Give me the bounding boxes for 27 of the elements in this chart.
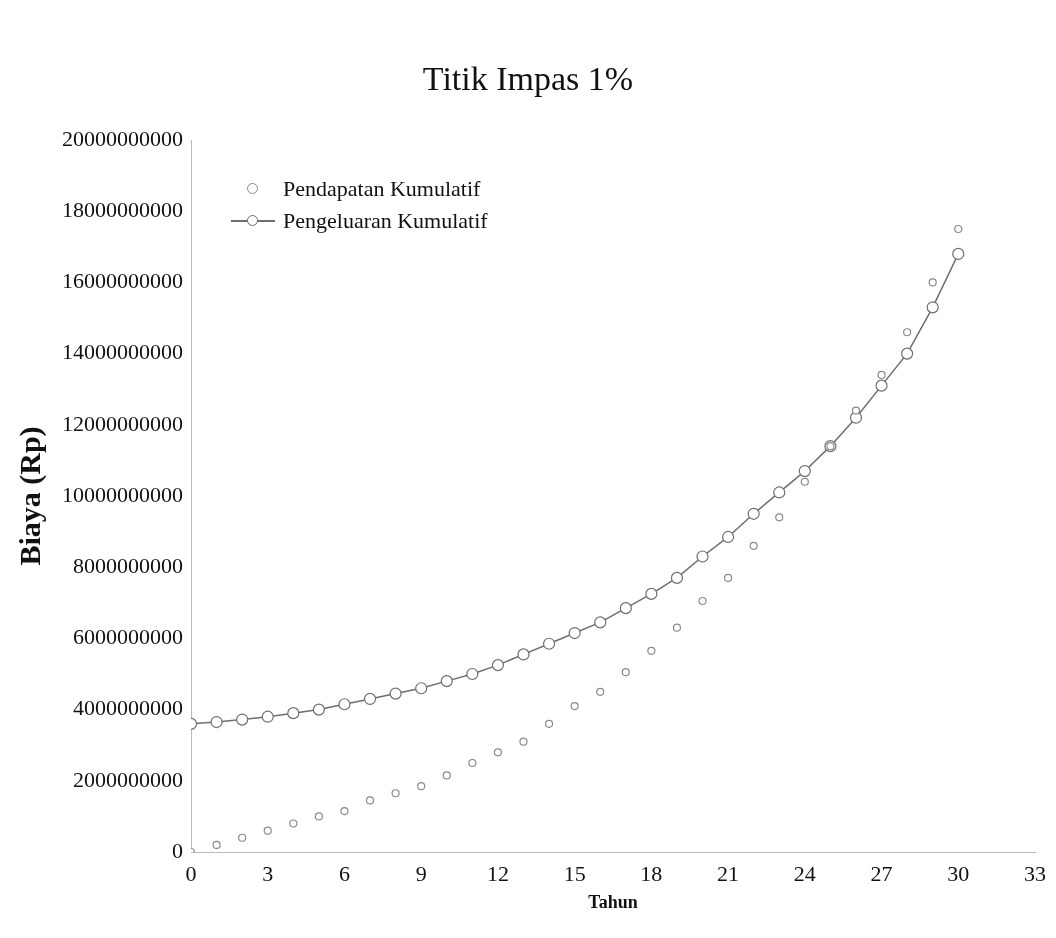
x-tick-label: 12 [486, 860, 509, 886]
y-tick-label: 16000000000 [62, 268, 183, 294]
x-tick-label: 33 [1024, 860, 1046, 886]
y-tick-label: 20000000000 [62, 125, 183, 151]
y-tick-label: 0 [172, 837, 183, 863]
y-tick-label: 2000000000 [73, 766, 183, 792]
x-tick-label: 9 [415, 860, 427, 886]
x-tick-label: 21 [717, 860, 740, 886]
x-tick-label: 6 [338, 860, 350, 886]
y-tick-label: 6000000000 [73, 624, 183, 650]
y-tick-label: 8000000000 [73, 552, 183, 578]
x-tick-label: 15 [563, 860, 586, 886]
x-tick-label: 3 [262, 860, 274, 886]
y-tick-label: 10000000000 [62, 481, 183, 507]
x-tick-label: 24 [793, 860, 816, 886]
legend-label: Pengeluaran Kumulatif [283, 208, 488, 234]
x-tick-label: 30 [947, 860, 970, 886]
x-tick-label: 18 [640, 860, 663, 886]
y-tick-label: 4000000000 [73, 695, 183, 721]
x-tick-label: 27 [870, 860, 893, 886]
y-axis-title: Biaya (Rp) [12, 426, 47, 566]
y-tick-label: 18000000000 [62, 196, 183, 222]
chart-title: Titik Impas 1% [421, 60, 635, 98]
y-tick-label: 14000000000 [62, 339, 183, 365]
y-tick-label: 12000000000 [62, 410, 183, 436]
x-axis-title: Tahun [588, 891, 638, 912]
legend-label: Pendapatan Kumulatif [283, 176, 481, 202]
